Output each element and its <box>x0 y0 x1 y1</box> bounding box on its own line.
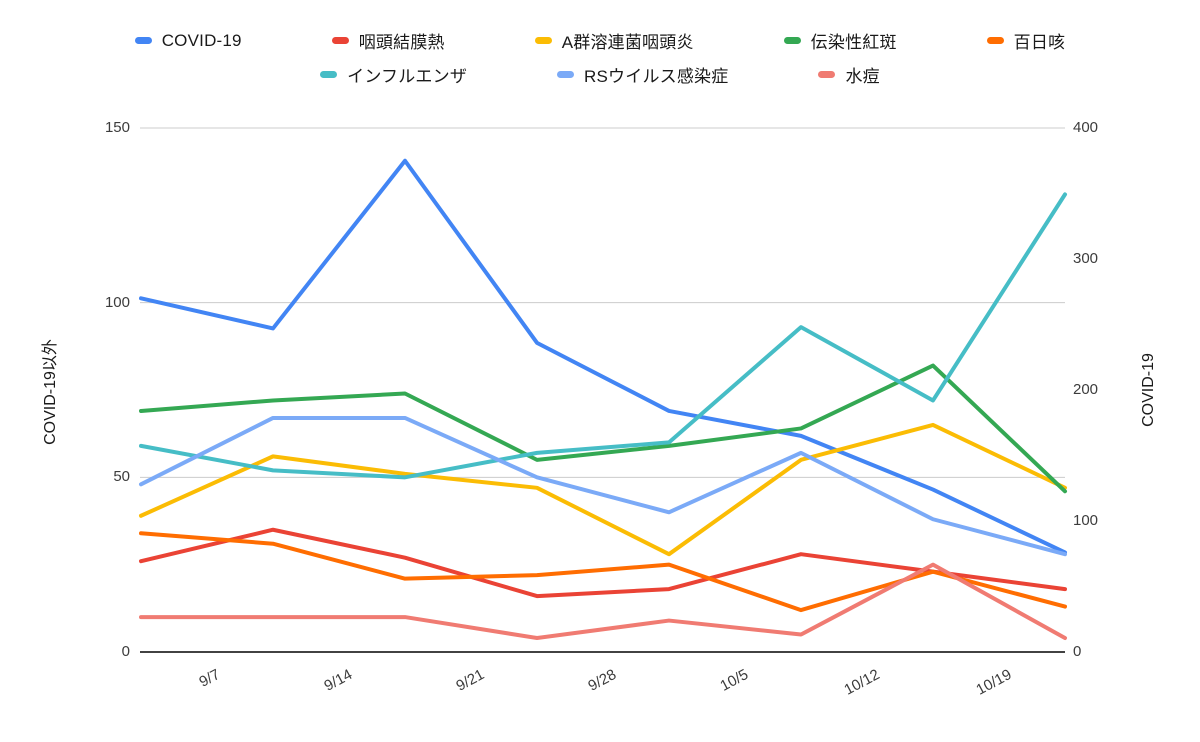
legend-swatch-icon <box>783 37 801 44</box>
legend-swatch-icon <box>134 37 152 44</box>
legend: COVID-19 咽頭結膜熱 A群溶連菌咽頭炎 伝染性紅斑 百日咳インフルエンザ RSウイ… <box>0 28 1200 87</box>
series-line-6-RSウイルス感染症[interactable] <box>139 415 1067 557</box>
y-right-tick-label: 300 <box>1073 250 1099 267</box>
y-right-tick-label: 0 <box>1073 643 1082 660</box>
left-axis-title: COVID-19以外 <box>42 339 59 445</box>
legend-label: A群溶連菌咽頭炎 <box>561 33 694 52</box>
y-right-tick-label: 100 <box>1073 512 1099 529</box>
legend-label: 伝染性紅斑 <box>810 33 897 52</box>
y-left-tick-label: 100 <box>104 293 130 311</box>
legend-row: インフルエンザ RSウイルス感染症 水痘 <box>0 62 1200 87</box>
legend-item-RSウイルス感染症[interactable]: RSウイルス感染症 <box>557 62 728 87</box>
y-left-tick-label: 50 <box>113 468 130 486</box>
legend-row: COVID-19 咽頭結膜熱 A群溶連菌咽頭炎 伝染性紅斑 百日咳 <box>0 28 1200 53</box>
legend-swatch-icon <box>986 37 1004 44</box>
legend-swatch-icon <box>534 37 552 44</box>
y-left-tick-label: 150 <box>104 119 130 136</box>
legend-label: 百日咳 <box>1013 33 1066 52</box>
series-line-7-水痘[interactable] <box>139 562 1067 641</box>
series-line-0-COVID-19[interactable] <box>139 158 1067 555</box>
legend-item-インフルエンザ[interactable]: インフルエンザ <box>320 62 467 87</box>
legend-label: 水痘 <box>845 67 880 86</box>
y-right-tick-label: 400 <box>1073 119 1099 136</box>
legend-swatch-icon <box>818 71 836 78</box>
legend-item-伝染性紅斑[interactable]: 伝染性紅斑 <box>783 28 897 53</box>
legend-item-COVID-19[interactable]: COVID-19 <box>134 30 242 51</box>
series-line-2-A群溶連菌咽頭炎[interactable] <box>139 422 1067 557</box>
legend-label: COVID-19 <box>161 30 242 50</box>
series-line-5-インフルエンザ[interactable] <box>139 192 1067 480</box>
legend-item-咽頭結膜熱[interactable]: 咽頭結膜熱 <box>331 28 445 53</box>
legend-label: RSウイルス感染症 <box>584 67 729 86</box>
legend-label: 咽頭結膜熱 <box>358 33 445 52</box>
right-axis-title: COVID-19 <box>1140 353 1157 427</box>
legend-label: インフルエンザ <box>347 67 468 86</box>
legend-item-A群溶連菌咽頭炎[interactable]: A群溶連菌咽頭炎 <box>534 28 694 53</box>
legend-item-水痘[interactable]: 水痘 <box>818 62 880 87</box>
y-left-tick-label: 0 <box>121 643 130 660</box>
series-line-4-百日咳[interactable] <box>139 531 1067 613</box>
legend-item-百日咳[interactable]: 百日咳 <box>986 28 1066 53</box>
y-right-tick-label: 200 <box>1073 381 1099 398</box>
legend-swatch-icon <box>331 37 349 44</box>
legend-swatch-icon <box>320 71 338 78</box>
legend-swatch-icon <box>557 71 575 78</box>
series-line-1-咽頭結膜熱[interactable] <box>139 527 1067 599</box>
series-line-3-伝染性紅斑[interactable] <box>139 363 1067 494</box>
